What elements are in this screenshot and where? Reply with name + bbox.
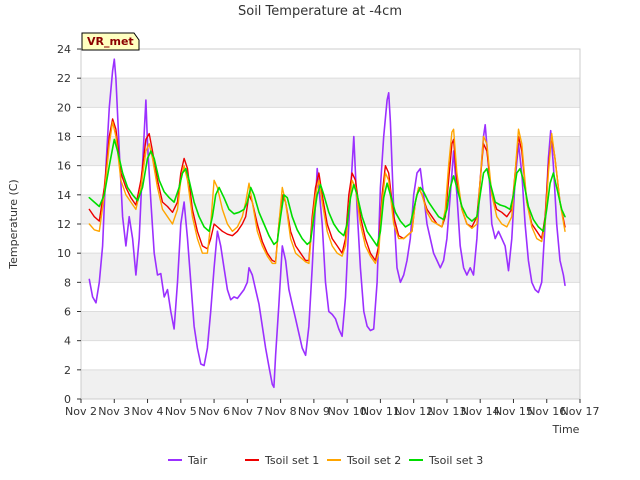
background-band: [81, 311, 580, 341]
y-axis-label: Temperature (C): [7, 179, 20, 269]
y-tick-label: 14: [57, 189, 71, 202]
series-line-tair: [88, 58, 566, 389]
x-tick-label: Nov 3: [98, 405, 130, 418]
legend-label: Tair: [187, 454, 208, 467]
x-tick-label: Nov 8: [265, 405, 297, 418]
station-badge: VR_met: [81, 32, 140, 51]
x-tick-label: Nov 4: [132, 405, 164, 418]
x-tick-label: Nov 7: [231, 405, 263, 418]
y-tick-label: 22: [57, 72, 71, 85]
x-tick-label: Nov 15: [494, 405, 533, 418]
chart-title: Soil Temperature at -4cm: [238, 4, 402, 19]
x-tick-label: Nov 17: [561, 405, 600, 418]
legend-label: Tsoil set 3: [428, 454, 483, 467]
station-badge-box: [81, 32, 140, 51]
y-tick-label: 10: [57, 247, 71, 260]
background-band: [81, 253, 580, 283]
series-line-tsoil-set-2: [88, 121, 566, 265]
station-badge-label: VR_met: [87, 35, 134, 48]
legend: Tair Tsoil set 1 Tsoil set 2 Tsoil set 3: [168, 454, 483, 467]
y-tick-label: 8: [64, 276, 71, 289]
series-lines: [88, 58, 566, 389]
y-tick-label: 4: [64, 335, 71, 348]
series-line-tsoil-set-3: [88, 138, 566, 247]
x-tick-label: Nov 16: [527, 405, 566, 418]
background-band: [81, 136, 580, 166]
x-tick-label: Nov 6: [198, 405, 230, 418]
x-tick-label: Nov 2: [65, 405, 97, 418]
x-tick-label: Nov 11: [361, 405, 400, 418]
legend-label: Tsoil set 1: [264, 454, 319, 467]
series-line-tsoil-set-1: [88, 118, 566, 263]
background-band: [81, 78, 580, 108]
x-tick-label: Nov 13: [427, 405, 466, 418]
x-tick-label: Nov 9: [298, 405, 330, 418]
y-tick-label: 16: [57, 160, 71, 173]
y-tick-label: 2: [64, 364, 71, 377]
x-tick-label: Nov 5: [165, 405, 197, 418]
x-tick-label: Nov 14: [461, 405, 500, 418]
y-tick-label: 20: [57, 101, 71, 114]
grid-lines: [81, 48, 580, 400]
legend-label: Tsoil set 2: [346, 454, 401, 467]
y-tick-label: 18: [57, 131, 71, 144]
y-tick-label: 24: [57, 43, 71, 56]
background-band: [81, 369, 580, 399]
y-tick-label: 6: [64, 306, 71, 319]
x-axis-label: Time: [552, 423, 580, 436]
plot-background-bands: [81, 78, 580, 399]
y-tick-label: 12: [57, 218, 71, 231]
x-tick-label: Nov 12: [394, 405, 433, 418]
background-band: [81, 194, 580, 224]
x-tick-label: Nov 10: [328, 405, 367, 418]
x-axis-ticks: Nov 2 Nov 3 Nov 4 Nov 5 Nov 6 Nov 7 Nov 8 Nov 9…: [65, 399, 599, 418]
y-tick-label: 0: [64, 393, 71, 406]
